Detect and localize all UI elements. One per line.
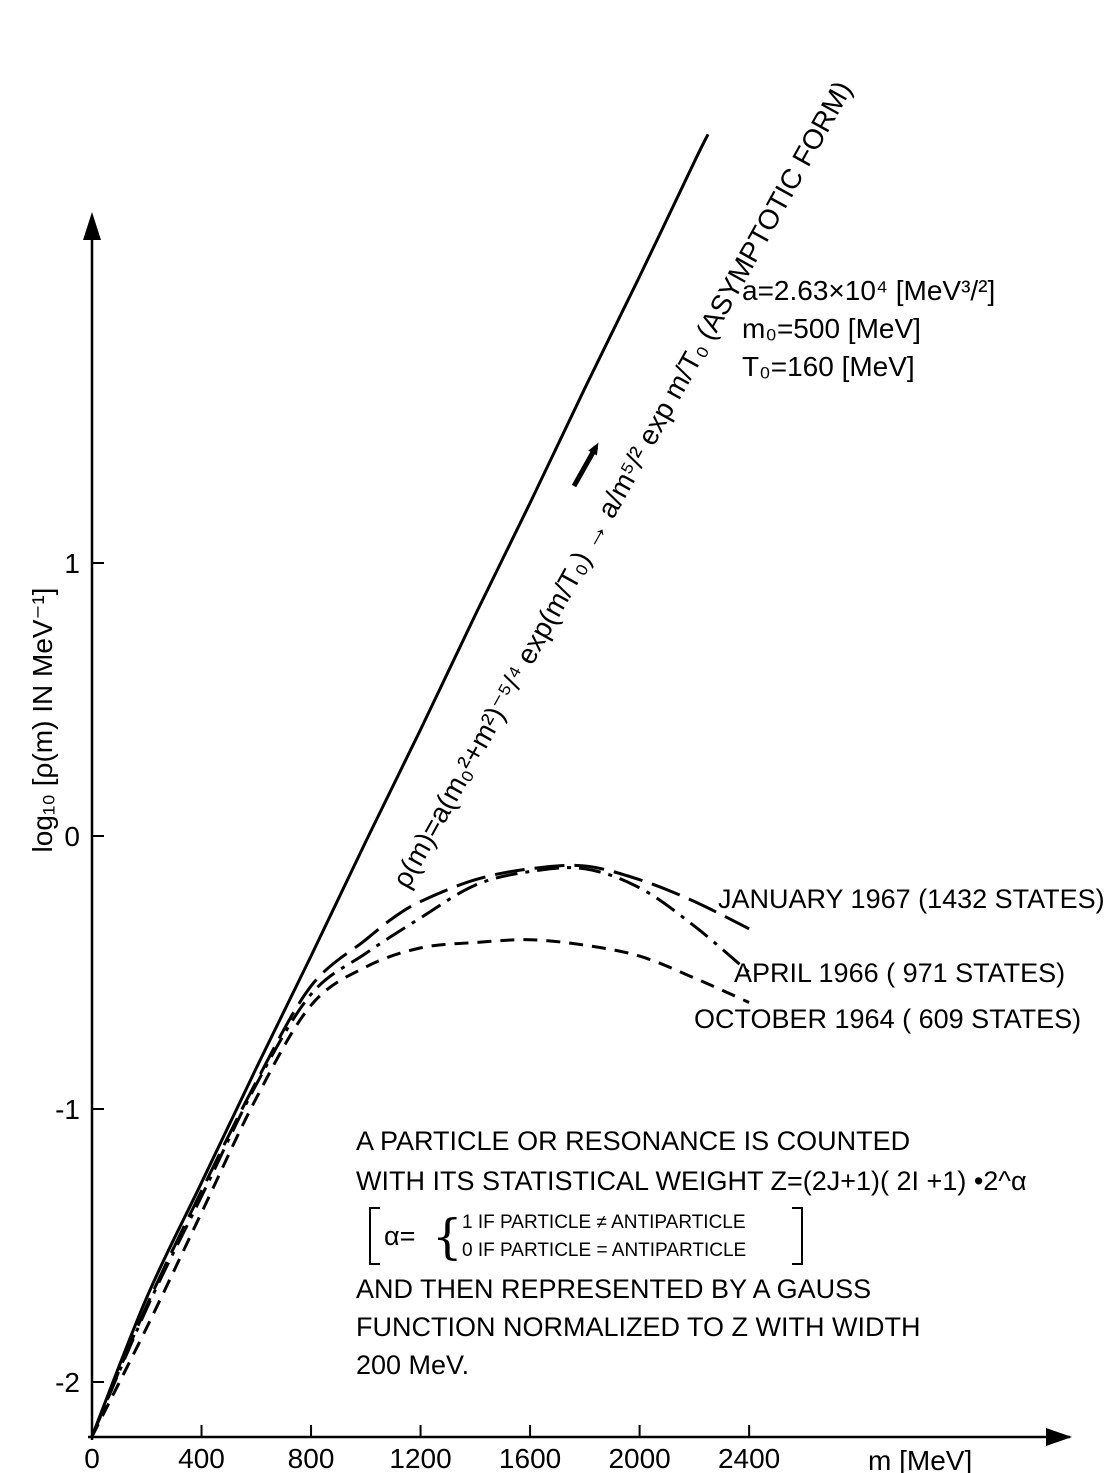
parameter-a: a=2.63×10⁴ [MeV³/²] (742, 275, 995, 306)
note-line-1: A PARTICLE OR RESONANCE IS COUNTED (356, 1126, 910, 1156)
asymptotic-formula-label: ρ(m)=a(m₀²+m²)⁻⁵/⁴ exp(m/T₀) → a/m⁵/² ex… (386, 76, 858, 893)
series-line-2 (90, 866, 751, 1438)
y-axis-ticks: -2 -1 0 1 (55, 548, 104, 1398)
note-line-4: FUNCTION NORMALIZED TO Z WITH WIDTH (356, 1312, 920, 1342)
series-label-april-1966: APRIL 1966 ( 971 STATES) (734, 958, 1065, 988)
x-tick-label: 1600 (499, 1443, 561, 1473)
note-line-3: AND THEN REPRESENTED BY A GAUSS (356, 1274, 871, 1304)
x-tick-label: 1200 (389, 1443, 451, 1473)
y-axis-title: log₁₀ [ρ(m) IN MeV⁻¹] (27, 588, 58, 853)
x-tick-label: 400 (178, 1443, 225, 1473)
y-tick-label: -1 (55, 1094, 80, 1125)
alpha-case-2: 0 IF PARTICLE = ANTIPARTICLE (462, 1240, 746, 1261)
alpha-left-bracket (369, 1207, 380, 1265)
y-tick-label: -2 (55, 1367, 80, 1398)
formula-arrow-icon (571, 442, 599, 488)
series-label-october-1964: OCTOBER 1964 ( 609 STATES) (694, 1004, 1081, 1034)
asymptotic-density-line (90, 133, 710, 1438)
alpha-case-1: 1 IF PARTICLE ≠ ANTIPARTICLE (462, 1212, 746, 1233)
series-label-january-1967: JANUARY 1967 (1432 STATES) (718, 884, 1105, 914)
x-tick-label: 2400 (718, 1443, 780, 1473)
alpha-right-bracket (792, 1207, 803, 1265)
series-line-3 (90, 938, 750, 1438)
x-tick-label: 0 (84, 1443, 100, 1473)
series-line-1 (90, 863, 750, 1438)
note-line-2: WITH ITS STATISTICAL WEIGHT Z=(2J+1)( 2I… (356, 1166, 1027, 1196)
parameter-t0: T₀=160 [MeV] (742, 351, 915, 382)
x-axis-title: m [MeV] (868, 1445, 972, 1473)
plot-area (90, 133, 751, 1438)
x-axis-ticks: 0 400 800 1200 1600 2000 2400 (84, 1425, 780, 1473)
alpha-brace: { (432, 1209, 463, 1265)
y-axis-arrow-icon (83, 212, 101, 240)
note-line-5: 200 MeV. (356, 1350, 469, 1380)
x-tick-label: 2000 (608, 1443, 670, 1473)
x-tick-label: 800 (288, 1443, 335, 1473)
x-axis-arrow-icon (1046, 1428, 1072, 1446)
note-block: A PARTICLE OR RESONANCE IS COUNTED WITH … (356, 1126, 1027, 1380)
y-tick-label: 1 (64, 548, 80, 579)
alpha-symbol: α= (384, 1221, 415, 1251)
parameter-m0: m₀=500 [MeV] (742, 313, 921, 344)
y-tick-label: 0 (64, 821, 80, 852)
